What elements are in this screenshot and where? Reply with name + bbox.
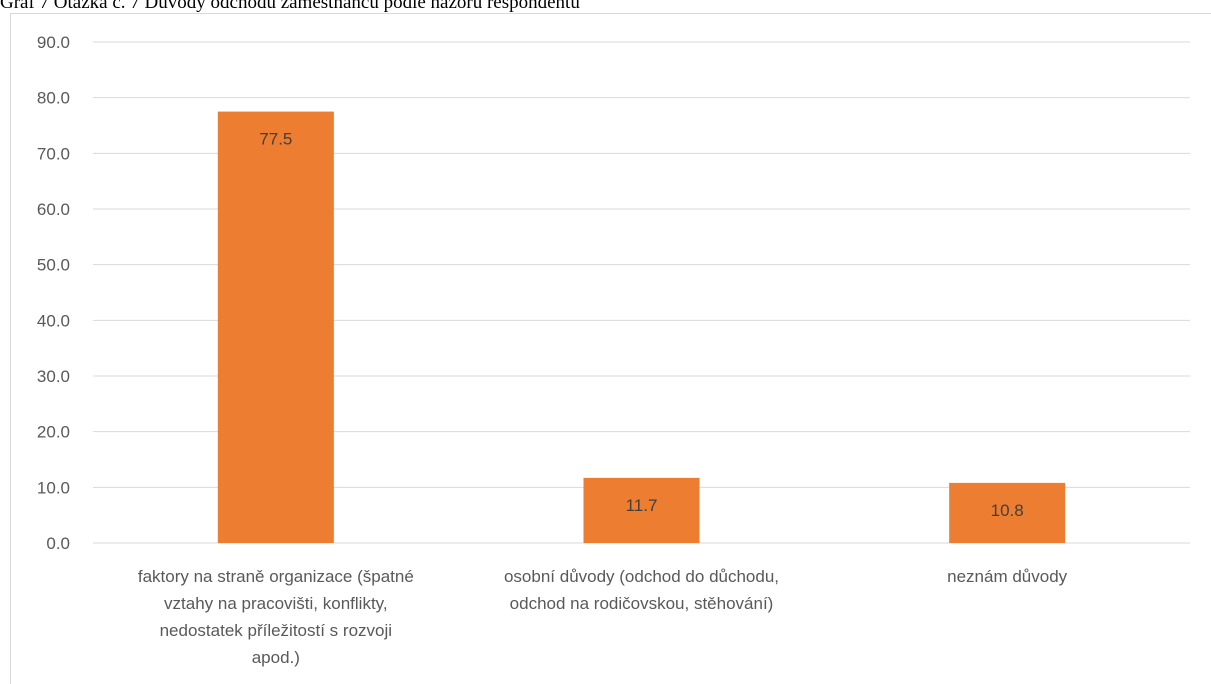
y-tick-label: 30.0 <box>37 367 70 386</box>
y-tick-label: 90.0 <box>37 33 70 52</box>
category-label-line: vztahy na pracovišti, konflikty, <box>164 594 388 613</box>
category-label: osobní důvody (odchod do důchodu, odchod … <box>504 567 779 613</box>
bar <box>217 111 334 543</box>
y-tick-label: 50.0 <box>37 256 70 275</box>
y-axis-ticks: 0.0 10.0 20.0 30.0 40.0 50.0 60.0 70.0 80.0 90.0 <box>37 33 70 553</box>
category-label: faktory na straně organizace (špatné vzta… <box>138 567 414 667</box>
category-label-line: nedostatek příležitostí s rozvoji <box>160 621 392 640</box>
category-label-line: odchod na rodičovskou, stěhování) <box>510 594 774 613</box>
y-tick-label: 40.0 <box>37 311 70 330</box>
y-tick-label: 0.0 <box>46 534 70 553</box>
bar <box>949 482 1066 543</box>
bars <box>217 111 1066 543</box>
y-tick-label: 60.0 <box>37 200 70 219</box>
bar <box>583 477 700 543</box>
category-label-line: faktory na straně organizace (špatné <box>138 567 414 586</box>
y-tick-label: 80.0 <box>37 89 70 108</box>
data-label: 77.5 <box>259 130 292 149</box>
y-tick-label: 70.0 <box>37 144 70 163</box>
y-tick-label: 10.0 <box>37 478 70 497</box>
y-tick-label: 20.0 <box>37 423 70 442</box>
category-label: neznám důvody <box>947 567 1068 586</box>
chart-caption: Graf 7 Otázka č. 7 Důvody odchodu zaměst… <box>0 0 580 13</box>
category-label-line: osobní důvody (odchod do důchodu, <box>504 567 779 586</box>
category-label-line: neznám důvody <box>947 567 1068 586</box>
category-label-line: apod.) <box>252 648 300 667</box>
data-labels: 77.5 11.7 10.8 <box>259 130 1023 520</box>
data-label: 11.7 <box>626 496 658 515</box>
category-labels: faktory na straně organizace (špatné vzta… <box>138 567 1068 667</box>
data-label: 10.8 <box>991 501 1024 520</box>
